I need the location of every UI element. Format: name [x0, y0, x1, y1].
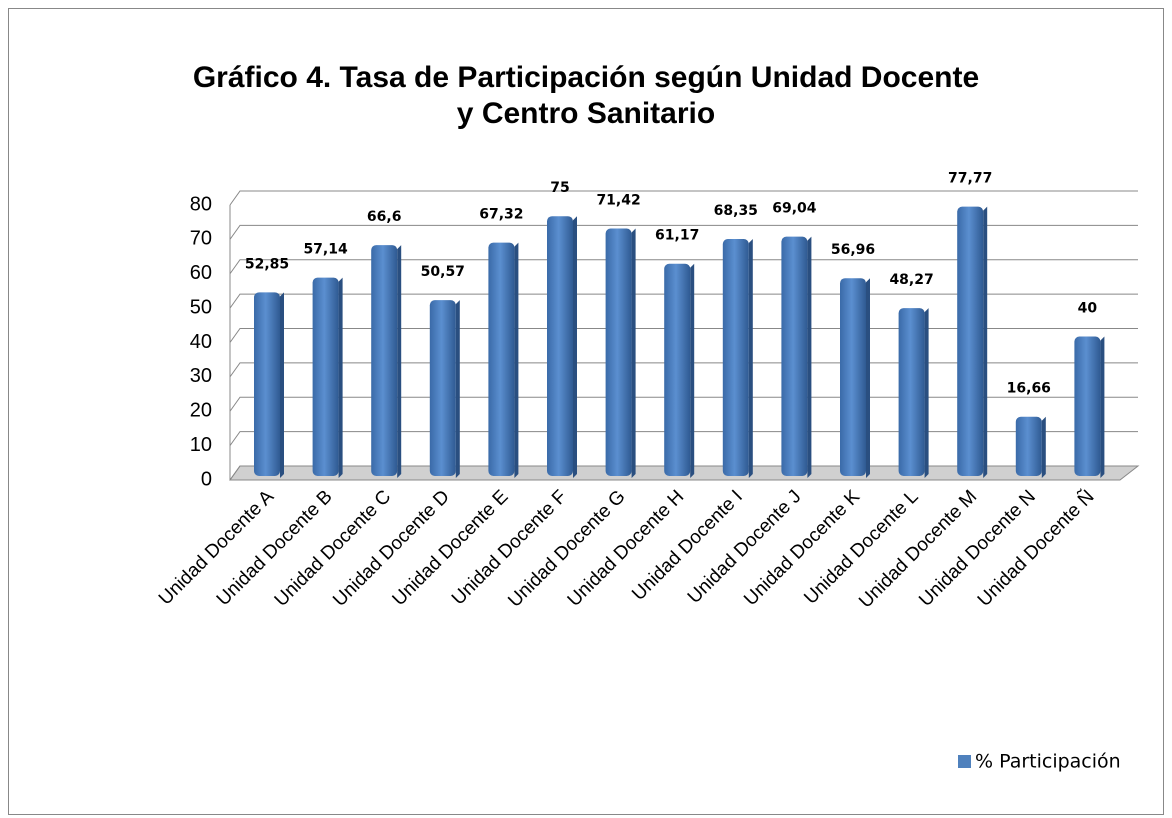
bar [722, 239, 749, 476]
value-label: 56,96 [831, 242, 875, 258]
value-label: 66,6 [367, 209, 402, 225]
bar-side [748, 239, 753, 478]
bar [664, 263, 691, 476]
grid-line [229, 190, 1138, 206]
chart-title: Gráfico 4. Tasa de Participación según U… [192, 61, 980, 130]
bar-side [397, 245, 402, 478]
bar [254, 292, 280, 476]
value-label: 40 [1078, 301, 1098, 317]
bar-side [924, 308, 929, 478]
y-tick-label: 60 [190, 262, 212, 284]
legend-label: % Participación [975, 751, 1121, 773]
value-label: 71,42 [596, 192, 640, 208]
bar-side [866, 278, 870, 478]
bar-side [338, 277, 343, 478]
value-label: 57,14 [303, 242, 348, 258]
grid-line [229, 431, 1138, 446]
y-tick-label: 80 [190, 193, 212, 215]
value-label: 68,35 [714, 203, 758, 219]
bar-side [1041, 416, 1046, 478]
frame [8, 8, 1164, 815]
value-label: 50,57 [421, 264, 465, 280]
legend-swatch [958, 755, 971, 768]
value-label: 52,85 [245, 256, 289, 272]
bar [312, 277, 339, 476]
bar-side [1100, 336, 1105, 478]
value-label: 77,77 [948, 171, 992, 187]
bar [898, 308, 925, 476]
y-tick-label: 10 [190, 434, 212, 456]
bar-side [573, 216, 577, 478]
y-tick-label: 30 [190, 365, 212, 387]
value-label: 61,17 [655, 228, 699, 244]
bar-side [807, 236, 812, 478]
bar-side [983, 206, 988, 478]
grid-line [229, 362, 1138, 378]
grid-line [229, 328, 1138, 343]
bar [488, 242, 515, 476]
value-label: 16,66 [1007, 381, 1051, 397]
value-label: 48,27 [889, 272, 933, 288]
bar-side [690, 263, 695, 478]
bar [547, 216, 573, 476]
bar [957, 206, 984, 476]
bar [1015, 416, 1042, 476]
y-tick-label: 70 [190, 228, 212, 250]
x-tick-label: Unidad Docente I [628, 486, 747, 605]
y-tick-label: 0 [201, 468, 212, 490]
value-label: 69,04 [772, 201, 817, 217]
bar [840, 278, 866, 476]
bar [371, 245, 398, 476]
grid-line [229, 293, 1138, 309]
bar [429, 300, 456, 476]
bar-side [455, 300, 460, 478]
bar-side [631, 228, 636, 478]
grid-line [229, 259, 1138, 275]
grid-line [229, 465, 1138, 481]
bar [1074, 336, 1101, 476]
bar-side [280, 292, 284, 478]
bar-side [514, 242, 519, 478]
grid-line [229, 396, 1138, 412]
value-label: 67,32 [479, 207, 523, 223]
grid-line [229, 224, 1138, 240]
value-label: 75 [550, 180, 569, 196]
y-tick-label: 50 [190, 296, 212, 318]
bar [781, 236, 808, 476]
y-tick-label: 20 [190, 400, 212, 422]
y-tick-label: 40 [190, 331, 212, 353]
bar [605, 228, 632, 476]
